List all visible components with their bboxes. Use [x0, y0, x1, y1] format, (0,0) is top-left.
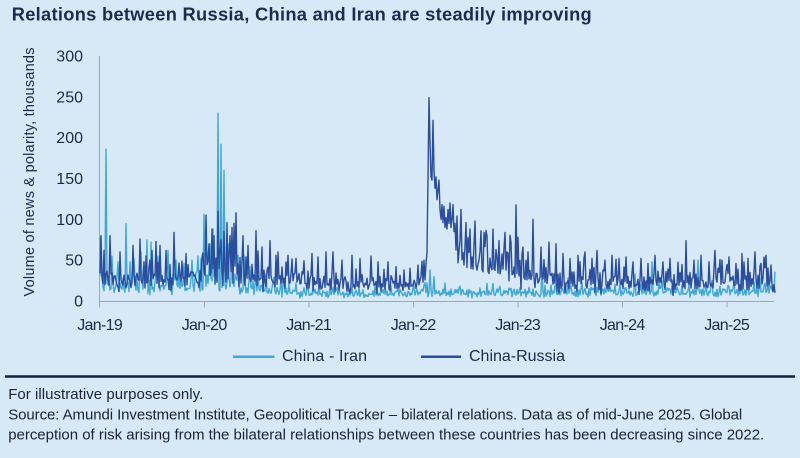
svg-text:300: 300 [56, 49, 83, 66]
svg-text:China-Russia: China-Russia [469, 348, 565, 365]
svg-text:100: 100 [56, 212, 83, 229]
svg-text:Jan-21: Jan-21 [286, 317, 332, 334]
svg-text:perception of risk arising fro: perception of risk arising from the bila… [8, 427, 764, 444]
svg-text:Jan-23: Jan-23 [495, 317, 541, 334]
svg-text:200: 200 [56, 130, 83, 147]
svg-text:Jan-19: Jan-19 [77, 317, 123, 334]
svg-text:Jan-20: Jan-20 [182, 317, 228, 334]
svg-text:250: 250 [56, 89, 83, 106]
svg-text:Relations between Russia, Chin: Relations between Russia, China and Iran… [12, 4, 592, 25]
svg-text:Jan-25: Jan-25 [704, 317, 750, 334]
svg-text:Source: Amundi Investment Inst: Source: Amundi Investment Institute, Geo… [8, 406, 742, 423]
svg-text:Jan-24: Jan-24 [600, 317, 646, 334]
svg-text:China - Iran: China - Iran [282, 348, 367, 365]
svg-text:For illustrative purposes only: For illustrative purposes only. [8, 386, 203, 403]
svg-text:50: 50 [65, 253, 83, 270]
svg-text:150: 150 [56, 171, 83, 188]
svg-text:0: 0 [74, 294, 83, 311]
svg-text:Jan-22: Jan-22 [391, 317, 437, 334]
svg-text:Volume of news & polarity, tho: Volume of news & polarity, thousands [22, 48, 38, 297]
